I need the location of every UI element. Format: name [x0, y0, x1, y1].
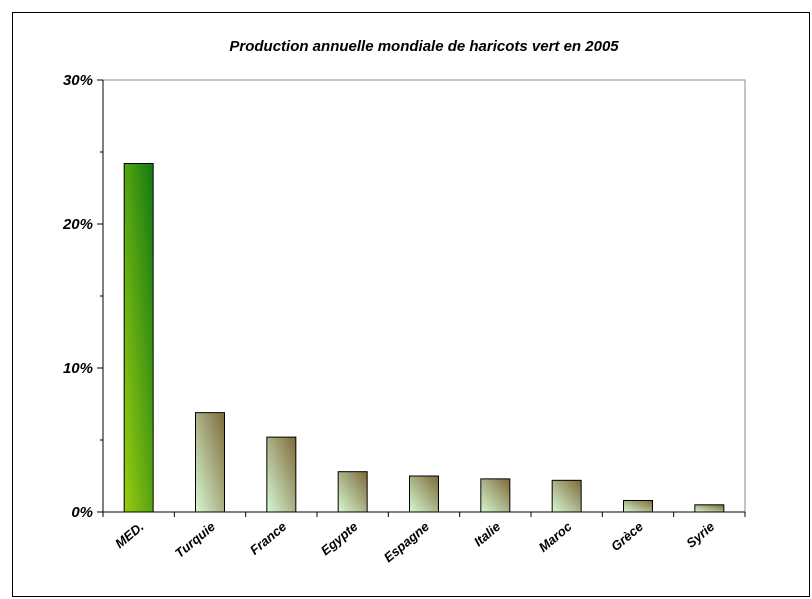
y-tick-label: 10% — [63, 360, 93, 377]
x-tick-label: Maroc — [536, 518, 576, 555]
x-tick-label: Egypte — [318, 519, 361, 558]
y-axis: 0% 10% 20% 30% — [62, 72, 104, 521]
bar-espagne — [409, 475, 439, 513]
bar-france — [266, 436, 297, 513]
bars — [123, 163, 725, 513]
bar-maroc — [551, 479, 582, 513]
y-tick-label: 20% — [62, 216, 93, 233]
x-tick-label: Espagne — [381, 519, 432, 565]
y-tick-label: 30% — [63, 72, 93, 89]
x-tick-label: France — [247, 519, 289, 558]
x-tick-label: MED. — [112, 519, 147, 551]
bar-med — [123, 163, 154, 513]
bar-turquie — [195, 412, 225, 513]
y-tick-label: 0% — [71, 504, 93, 521]
bar-egypte — [337, 471, 368, 513]
chart-title: Production annuelle mondiale de haricots… — [229, 38, 619, 55]
x-tick-label: Grèce — [608, 519, 646, 554]
x-tick-label: Syrie — [683, 519, 717, 551]
bar-italie — [480, 478, 511, 513]
x-axis: MED. Turquie France Egypte Espagne Italie Maro… — [102, 511, 746, 565]
bar-syrie — [694, 504, 725, 513]
x-tick-label: Italie — [471, 519, 503, 550]
x-tick-label: Turquie — [172, 519, 218, 561]
bar-gr-ce — [623, 499, 653, 513]
